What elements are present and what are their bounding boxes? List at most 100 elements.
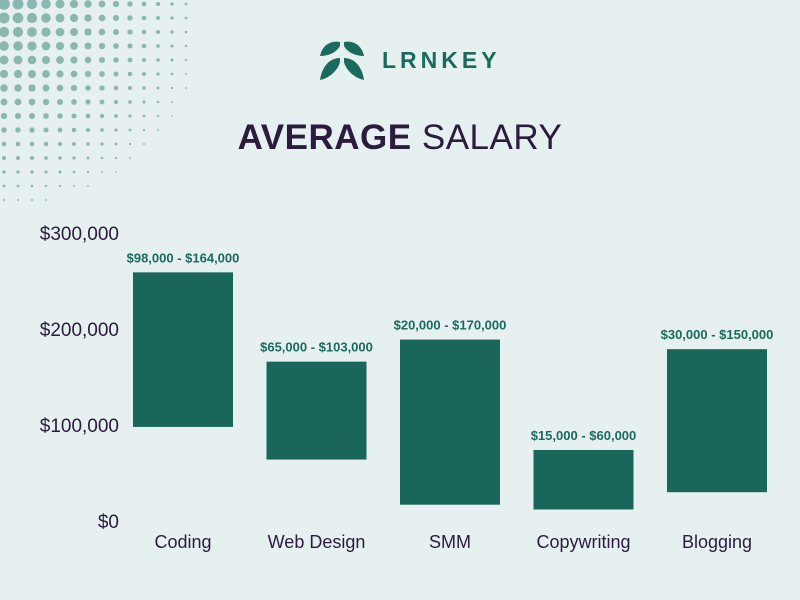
decor-dot <box>86 156 90 160</box>
decor-dot <box>129 157 131 159</box>
decor-dot <box>26 0 38 10</box>
decor-dot <box>29 113 35 119</box>
decor-dot <box>70 56 78 64</box>
decor-dot <box>112 0 120 8</box>
decor-dot <box>86 170 90 174</box>
decor-dot <box>98 14 106 22</box>
decor-dot <box>85 113 91 119</box>
decor-dot <box>84 28 92 36</box>
decor-dot <box>114 128 118 132</box>
decor-dot <box>58 170 62 174</box>
decor-dot <box>13 69 23 79</box>
decor-dot <box>44 184 48 188</box>
decor-dot <box>171 115 173 117</box>
decor-dot <box>28 84 36 92</box>
bar <box>400 339 500 505</box>
x-tick-label: Blogging <box>682 532 752 552</box>
decor-dot <box>112 14 120 22</box>
decor-dot <box>85 85 91 91</box>
decor-dot <box>100 128 104 132</box>
decor-dot <box>27 27 37 37</box>
decor-dot <box>84 14 92 22</box>
dot-pattern-decoration <box>0 0 188 201</box>
data-label: $30,000 - $150,000 <box>661 327 774 342</box>
decor-dot <box>128 100 132 104</box>
decor-dot <box>1 127 7 133</box>
decor-dot <box>2 170 6 174</box>
decor-dot <box>114 156 118 160</box>
decor-dot <box>113 57 119 63</box>
decor-dot <box>45 199 47 201</box>
decor-dot <box>13 55 23 65</box>
decor-dot <box>100 156 104 160</box>
decor-dot <box>43 141 49 147</box>
decor-dot <box>29 141 35 147</box>
decor-dot <box>0 112 8 120</box>
decor-dot <box>14 98 22 106</box>
decor-dot <box>156 44 160 48</box>
decor-dot <box>0 41 9 51</box>
decor-dot <box>114 142 118 146</box>
bar <box>133 272 233 427</box>
decor-dot <box>1 155 7 161</box>
decor-dot <box>155 15 161 21</box>
decor-dot <box>156 114 160 118</box>
decor-dot <box>99 85 105 91</box>
decor-dot <box>56 56 64 64</box>
decor-dot <box>0 12 10 24</box>
decor-dot <box>141 43 147 49</box>
decor-dot <box>127 85 133 91</box>
decor-dot <box>113 29 119 35</box>
decor-dot <box>43 113 49 119</box>
bar <box>533 449 634 510</box>
decor-dot <box>42 70 50 78</box>
decor-dot <box>12 26 24 38</box>
decor-dot <box>127 15 133 21</box>
page-title: AVERAGE SALARY <box>0 118 800 158</box>
decor-dot <box>128 114 132 118</box>
decor-dot <box>170 30 174 34</box>
decor-dot <box>170 58 174 62</box>
decor-dot <box>184 44 188 48</box>
decor-dot <box>41 13 51 23</box>
decor-dot <box>41 27 51 37</box>
decor-dot <box>141 15 147 21</box>
decor-dot <box>70 42 78 50</box>
decor-dot <box>99 113 105 119</box>
decor-dot <box>84 0 92 8</box>
decor-dot <box>141 29 147 35</box>
decor-dot <box>84 56 92 64</box>
decor-dot <box>101 171 103 173</box>
decor-dot <box>3 199 5 201</box>
decor-dot <box>127 29 133 35</box>
decor-dot <box>26 12 38 24</box>
decor-dot <box>114 114 118 118</box>
decor-dot <box>143 143 145 145</box>
decor-dot <box>41 0 51 9</box>
decor-dot <box>127 57 133 63</box>
decor-dot <box>44 170 48 174</box>
decor-dot <box>28 98 36 106</box>
decor-dot <box>184 58 188 62</box>
decor-dot <box>98 0 106 8</box>
decor-dot <box>141 57 147 63</box>
x-tick-label: SMM <box>429 532 471 552</box>
data-label: $15,000 - $60,000 <box>531 428 637 443</box>
decor-dot <box>0 69 9 79</box>
decor-dot <box>0 84 8 92</box>
decor-dot <box>142 72 146 76</box>
decor-dot <box>71 99 77 105</box>
decor-dot <box>156 30 160 34</box>
decor-dot <box>58 184 62 188</box>
decor-dot <box>70 28 78 36</box>
decor-dot <box>128 128 132 132</box>
decor-dot <box>55 27 65 37</box>
decor-dot <box>44 156 48 160</box>
decor-dot <box>113 71 119 77</box>
decor-dot <box>98 56 106 64</box>
decor-dot <box>55 41 65 51</box>
decor-dot <box>41 41 51 51</box>
decor-dot <box>99 71 105 77</box>
decor-dot <box>185 73 187 75</box>
